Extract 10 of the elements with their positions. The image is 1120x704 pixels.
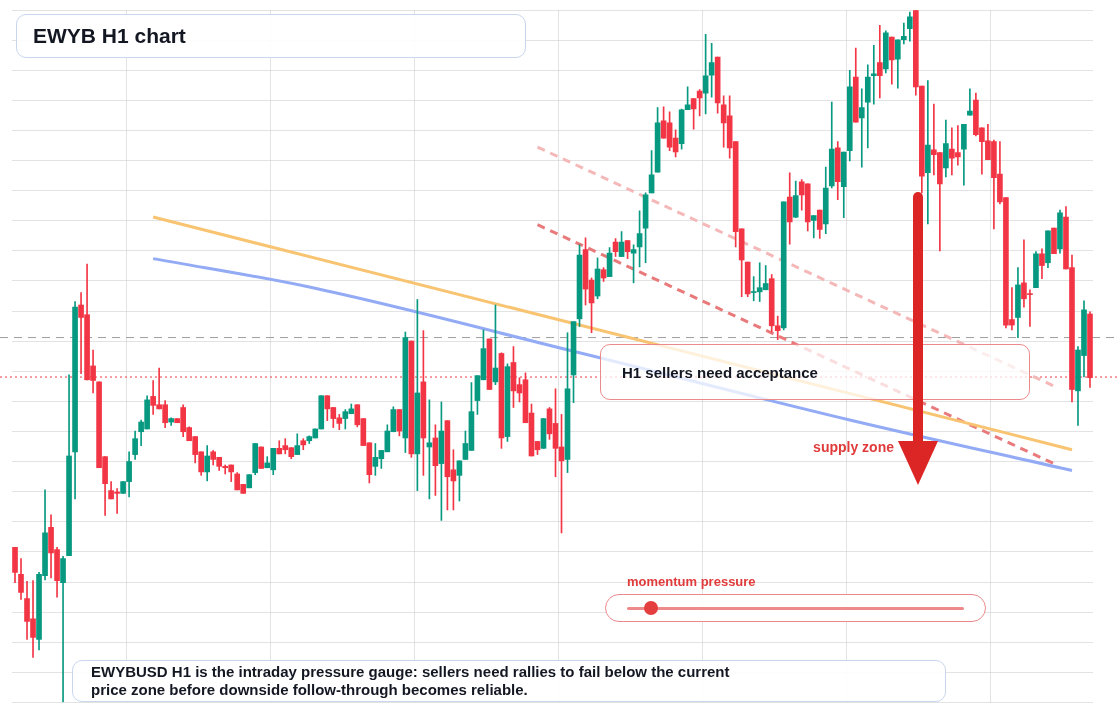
candlestick xyxy=(246,474,253,489)
caption-panel: EWYBUSD H1 is the intraday pressure gauge: sellers need rallies to fail below the current price zone before downside follow-through becomes reliable. xyxy=(72,660,946,702)
candlestick xyxy=(318,395,325,430)
candlestick xyxy=(258,446,265,469)
note-panel: H1 sellers need acceptance xyxy=(600,344,1030,400)
candlestick xyxy=(1051,227,1057,255)
title-panel: EWYB H1 chart xyxy=(16,14,526,58)
annotation: momentum pressure xyxy=(627,574,756,589)
annotation: EWYBUSD H1 is the intraday pressure gauge: sellers need rallies to fail below the current price zone before downside follow-through becomes reliable. xyxy=(91,663,731,699)
annotation: supply zone xyxy=(813,439,894,455)
